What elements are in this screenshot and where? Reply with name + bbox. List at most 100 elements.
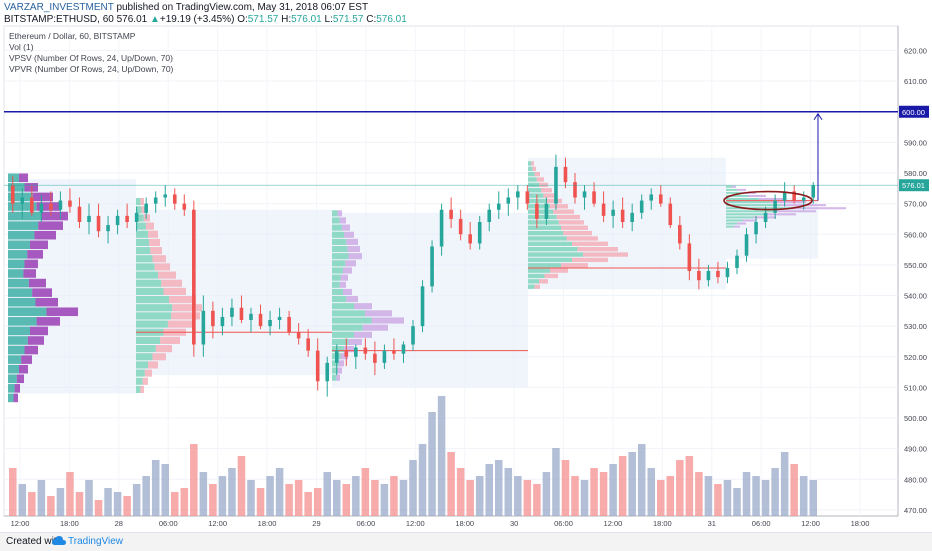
profile-bar-down	[759, 198, 786, 201]
profile-bar-down	[532, 166, 536, 171]
profile-bar-down	[339, 281, 346, 288]
profile-bar-down	[13, 393, 18, 403]
author-name[interactable]: VARZAR_INVESTMENT	[4, 2, 114, 13]
profile-bar-up	[528, 220, 559, 225]
x-tick-label: 18:00	[258, 519, 277, 528]
profile-bar-down	[343, 288, 352, 295]
volume-bar	[561, 460, 570, 516]
profile-bar-down	[19, 173, 28, 183]
target-price-tag-label: 600.00	[902, 108, 925, 117]
volume-bar	[485, 464, 493, 516]
candle-body	[125, 215, 129, 222]
volume-bar	[599, 472, 608, 516]
profile-bar-up	[136, 271, 158, 279]
profile-bar-up	[528, 257, 572, 263]
profile-bar-down	[577, 247, 618, 252]
profile-bar-up	[136, 336, 161, 344]
y-tick-label: 590.00	[904, 138, 927, 147]
target-price-tag	[899, 105, 929, 118]
x-tick-label: 18:00	[455, 519, 474, 528]
y-tick-label: 490.00	[904, 445, 927, 454]
candle-body	[630, 212, 634, 222]
volume-bar	[313, 488, 322, 516]
volume-bar	[9, 468, 17, 516]
profile-bar-up	[8, 364, 19, 374]
candle-body	[220, 316, 225, 327]
open-label: O:	[237, 14, 248, 25]
candle-body	[344, 350, 349, 357]
tradingview-brand[interactable]: TradingView	[68, 536, 124, 547]
profile-bar-up	[332, 303, 354, 310]
volume-bar	[523, 480, 532, 516]
profile-bar-down	[343, 267, 352, 274]
candle-body	[68, 200, 72, 207]
x-tick-label: 31	[708, 519, 716, 528]
profile-bar-down	[341, 224, 350, 231]
profile-bar-up	[332, 245, 348, 253]
volume-bar	[294, 480, 303, 516]
volume-bar	[151, 460, 160, 516]
volume-bar	[790, 464, 798, 516]
up-arrow-icon: ▲	[150, 14, 160, 25]
volume-bar	[199, 472, 208, 516]
y-tick-label: 610.00	[904, 77, 927, 86]
profile-bar-down	[344, 231, 354, 238]
volume-bar	[333, 480, 341, 516]
x-tick-label: 29	[312, 519, 320, 528]
profile-bar-down	[742, 219, 756, 222]
candle-body	[115, 215, 120, 226]
profile-bar-up	[332, 317, 372, 324]
candle-body	[716, 271, 720, 278]
volume-bar	[780, 452, 789, 516]
profile-bar-down	[171, 312, 200, 320]
profile-bar-up	[8, 374, 17, 384]
profile-bar-down	[141, 206, 146, 214]
candle-body	[287, 316, 291, 333]
volume-bar	[390, 476, 398, 516]
profile-bar-up	[136, 353, 153, 361]
candle-body	[592, 191, 596, 204]
candle-body	[687, 243, 692, 271]
volume-bar	[361, 468, 370, 516]
candle-body	[601, 203, 606, 216]
profile-bar-up	[136, 287, 164, 295]
profile-bar-down	[733, 225, 740, 228]
profile-bar-down	[167, 320, 194, 328]
volume-bar	[85, 480, 93, 516]
candle-body	[201, 310, 206, 345]
profile-bar-down	[572, 241, 608, 246]
candle-body	[506, 197, 511, 204]
volume-bar	[371, 480, 379, 516]
candle-body	[639, 200, 644, 213]
candle-body	[77, 206, 82, 222]
candle-body	[611, 209, 615, 216]
candle-body	[516, 191, 520, 198]
candle-body	[468, 234, 472, 244]
x-tick-label: 12:00	[208, 519, 227, 528]
candle-body	[10, 185, 15, 204]
candle-body	[153, 197, 158, 204]
candle-body	[334, 350, 339, 363]
candle-body	[239, 307, 244, 320]
volume-bar	[37, 480, 46, 516]
profile-bar-up	[528, 161, 532, 166]
profile-bar-up	[332, 360, 339, 367]
volume-bar	[809, 480, 817, 516]
x-tick-label: 28	[115, 519, 123, 528]
profile-bar-down	[346, 296, 358, 303]
profile-bar-up	[8, 259, 25, 269]
price-chart[interactable]: 470.00 480.00 490.00 500.00 510.00 520.00 530.…	[0, 0, 932, 532]
profile-bar-down	[561, 225, 588, 230]
volume-bar	[761, 480, 770, 516]
volume-bar	[799, 476, 808, 516]
close-value: 576.01	[376, 14, 407, 25]
y-tick-label: 510.00	[904, 383, 927, 392]
volume-bar	[657, 480, 665, 516]
profile-bar-down	[534, 284, 540, 289]
profile-bar-up	[726, 210, 776, 213]
candle-body	[106, 225, 110, 232]
profile-bar-down	[365, 310, 392, 317]
candle-body	[306, 338, 310, 351]
profile-bar-down	[172, 304, 202, 312]
high-value: 576.01	[291, 14, 322, 25]
